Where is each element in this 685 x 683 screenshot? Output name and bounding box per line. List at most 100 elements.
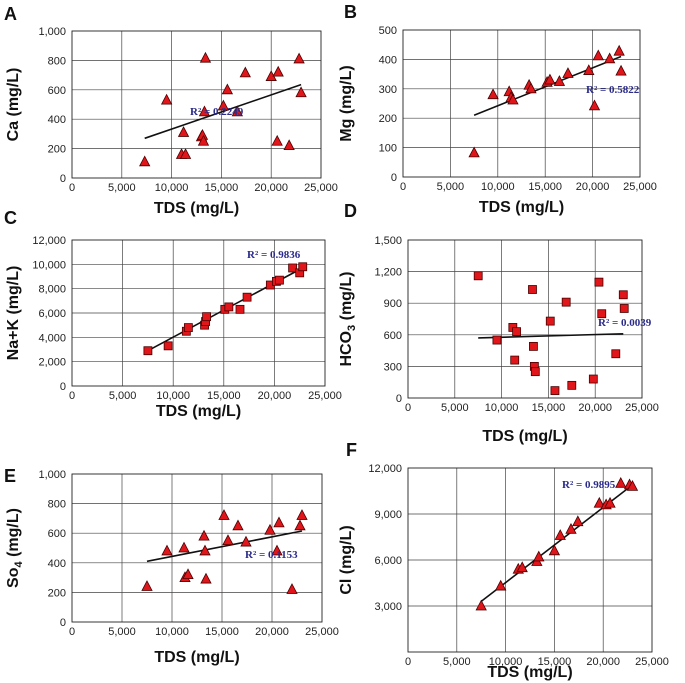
- data-point-square: [619, 304, 629, 313]
- data-point-square: [512, 327, 521, 337]
- y-tick-label: 1,500: [374, 235, 402, 247]
- data-point-triangle: [240, 535, 252, 547]
- r-squared-label: R² = 0.9895: [562, 479, 616, 491]
- y-tick-label: 10,000: [32, 259, 66, 271]
- data-point-triangle: [161, 544, 173, 556]
- x-tick-label: 0: [69, 626, 75, 638]
- y-axis-title: HCO3 (mg/L): [338, 271, 358, 366]
- data-point-triangle: [525, 82, 537, 94]
- panel-label-d: D: [344, 201, 357, 221]
- data-point-triangle: [198, 105, 211, 117]
- data-point-square: [163, 341, 173, 351]
- y-tick-label: 400: [48, 114, 66, 126]
- data-point-triangle: [217, 99, 230, 111]
- y-axis-title-unit: (mg/L): [5, 508, 22, 561]
- y-tick-label: 3,000: [374, 601, 402, 613]
- x-axis-title: TDS (mg/L): [482, 428, 567, 445]
- y-axis-title-unit: (mg/L): [338, 271, 355, 324]
- x-tick-label: 5,000: [108, 626, 136, 638]
- data-point-square: [235, 304, 245, 314]
- y-tick-label: 600: [384, 330, 402, 342]
- x-tick-label: 0: [405, 402, 411, 414]
- data-point-square: [275, 275, 284, 285]
- x-tick-label: 20,000: [576, 181, 610, 193]
- y-tick-label: 12,000: [32, 235, 66, 247]
- data-point-triangle: [583, 64, 595, 75]
- x-tick-label: 0: [405, 656, 411, 668]
- data-point-triangle: [533, 550, 545, 562]
- data-point-triangle: [179, 148, 192, 159]
- data-point-triangle: [593, 496, 605, 508]
- y-tick-label: 0: [60, 381, 66, 393]
- data-point-triangle: [554, 529, 566, 540]
- data-point-triangle: [604, 496, 616, 508]
- data-point-triangle: [565, 522, 577, 534]
- data-point-triangle: [495, 579, 507, 591]
- y-tick-label: 8,000: [38, 284, 66, 296]
- r-squared-label: R² = 0.1153: [245, 549, 298, 561]
- data-point-square: [529, 341, 538, 351]
- r-squared-label: R² = 0.9836: [247, 249, 301, 261]
- y-axis-title-main: HCO: [338, 331, 355, 367]
- x-tick-label: 0: [69, 390, 75, 402]
- data-point-square: [597, 309, 607, 319]
- x-tick-label: 5,000: [441, 402, 469, 414]
- y-tick-label: 4,000: [38, 332, 66, 344]
- data-point-square: [588, 374, 598, 384]
- data-point-triangle: [544, 73, 556, 85]
- x-tick-label: 0: [69, 182, 75, 194]
- y-tick-label: 12,000: [368, 463, 402, 475]
- x-axis-title: TDS (mg/L): [156, 403, 241, 420]
- data-point-triangle: [178, 541, 190, 553]
- data-point-square: [224, 302, 234, 312]
- data-point-triangle: [592, 49, 604, 61]
- x-tick-label: 10,000: [481, 181, 515, 193]
- data-point-square: [594, 277, 604, 287]
- x-axis-title: TDS (mg/L): [479, 199, 564, 216]
- plot-frame: [407, 239, 643, 399]
- data-point-triangle: [548, 544, 561, 556]
- data-point-triangle: [198, 529, 210, 541]
- panel-label-e: E: [4, 466, 16, 486]
- data-point-triangle: [271, 134, 283, 146]
- trend-line: [478, 332, 624, 339]
- data-point-triangle: [468, 146, 480, 158]
- data-point-triangle: [273, 516, 285, 528]
- data-point-square: [545, 316, 555, 326]
- data-point-triangle: [613, 44, 625, 56]
- x-tick-label: 10,000: [155, 182, 189, 194]
- data-point-square: [288, 263, 298, 273]
- y-tick-label: 600: [48, 528, 66, 540]
- data-point-triangle: [272, 65, 284, 77]
- data-point-square: [530, 367, 540, 377]
- data-point-square: [528, 285, 537, 294]
- trend-line: [144, 83, 302, 140]
- y-tick-label: 100: [379, 143, 397, 155]
- y-tick-label: 200: [48, 144, 66, 156]
- y-tick-label: 6,000: [38, 308, 66, 320]
- data-point-square: [510, 355, 520, 365]
- y-tick-label: 800: [48, 55, 66, 67]
- y-tick-label: 0: [60, 617, 66, 629]
- y-tick-label: 6,000: [374, 555, 402, 567]
- y-tick-label: 1,000: [38, 26, 66, 38]
- x-tick-label: 5,000: [437, 181, 465, 193]
- data-point-triangle: [588, 99, 601, 111]
- y-axis-title: Ca (mg/L): [5, 68, 22, 142]
- y-tick-label: 9,000: [374, 509, 402, 521]
- y-axis-title: Mg (mg/L): [338, 65, 355, 141]
- y-axis-title: So4 (mg/L): [5, 508, 25, 588]
- y-tick-label: 400: [48, 558, 66, 570]
- panel-a: A 0 5,000 10,000 15,000 20,000 25,000 0 200 400 60…: [4, 4, 338, 217]
- x-tick-label: 5,000: [109, 390, 137, 402]
- plot-frame: [71, 239, 326, 387]
- x-tick-label: 15,000: [207, 390, 241, 402]
- data-point-square: [561, 297, 571, 307]
- data-point-triangle: [218, 509, 230, 520]
- x-tick-label: 15,000: [205, 626, 239, 638]
- panel-label-c: C: [4, 208, 17, 228]
- panel-d: D 0 5,000 10,000 15,000 20,000 25,000 0 300 600 90…: [338, 201, 659, 445]
- data-point-triangle: [199, 544, 211, 556]
- data-point-triangle: [271, 544, 283, 556]
- data-point-square: [183, 323, 193, 333]
